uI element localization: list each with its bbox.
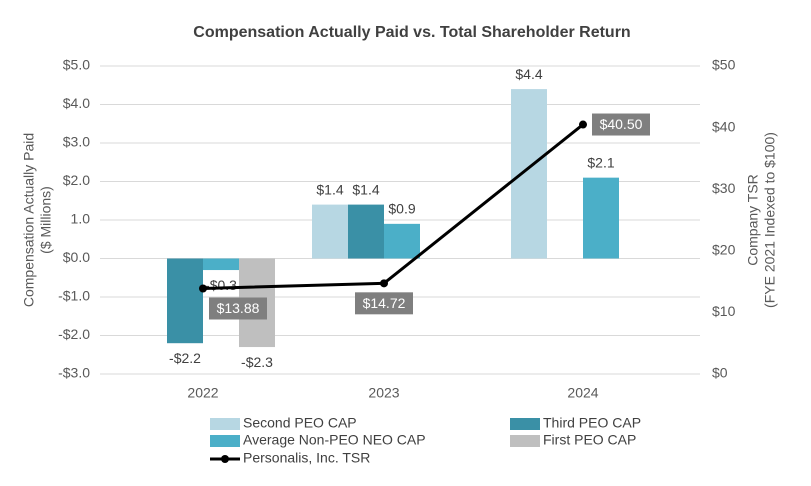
legend-marker xyxy=(221,455,229,463)
legend-label: Second PEO CAP xyxy=(243,415,357,431)
y-tick-label: $3.0 xyxy=(63,134,90,150)
line-marker xyxy=(380,279,388,288)
line-marker xyxy=(579,120,587,129)
legend-swatch xyxy=(510,418,540,430)
bar xyxy=(203,258,239,271)
x-tick-label: 2022 xyxy=(187,385,218,401)
y2-tick-label: $50 xyxy=(712,57,736,73)
bar xyxy=(312,204,348,259)
y-axis-label: Compensation Actually Paid xyxy=(21,133,37,307)
chart-title: Compensation Actually Paid vs. Total Sha… xyxy=(193,24,630,41)
y2-tick-label: $0 xyxy=(712,365,728,381)
legend-swatch xyxy=(510,435,540,447)
y-tick-label: -$1.0 xyxy=(58,288,90,304)
data-label: -$2.2 xyxy=(169,350,201,366)
y-tick-label: $2.0 xyxy=(63,172,90,188)
legend-label: First PEO CAP xyxy=(543,432,636,448)
label-box xyxy=(355,292,413,315)
legend-label: Average Non-PEO NEO CAP xyxy=(243,432,426,448)
bar xyxy=(511,89,547,259)
y2-tick-label: $20 xyxy=(712,242,736,258)
y2-tick-label: $10 xyxy=(712,303,736,319)
x-tick-label: 2023 xyxy=(368,385,399,401)
y-axis-label: ($ Millions) xyxy=(38,186,54,254)
y2-axis-label: (FYE 2021 Indexed to $100) xyxy=(762,132,778,308)
data-label: $14.72 xyxy=(363,295,406,311)
legend-label: Personalis, Inc. TSR xyxy=(243,450,370,466)
data-label: $1.4 xyxy=(316,181,343,197)
tsr-label: $14.72 xyxy=(355,292,413,315)
bar xyxy=(348,204,384,259)
legend-label: Third PEO CAP xyxy=(543,415,641,431)
y-tick-label: $0.0 xyxy=(63,249,90,265)
y2-tick-label: $30 xyxy=(712,180,736,196)
data-label: $0.9 xyxy=(388,201,415,217)
bar xyxy=(384,223,420,259)
x-tick-label: 2024 xyxy=(567,385,598,401)
y-tick-label: $4.0 xyxy=(63,95,90,111)
tsr-label: $13.88 xyxy=(209,297,267,320)
bar xyxy=(167,258,203,344)
y-tick-label: 1.0 xyxy=(71,211,91,227)
data-label: $4.4 xyxy=(515,66,542,82)
y2-tick-label: $40 xyxy=(712,118,736,134)
legend-swatch xyxy=(210,418,240,430)
data-label: $1.4 xyxy=(352,181,379,197)
tsr-label: $40.50 xyxy=(592,113,650,136)
line-marker xyxy=(199,284,207,293)
y2-axis-label: Company TSR xyxy=(745,174,761,266)
bar xyxy=(583,177,619,259)
data-label: -$0.3 xyxy=(205,277,237,293)
label-box xyxy=(209,297,267,320)
data-label: $2.1 xyxy=(587,154,614,170)
y-tick-label: -$3.0 xyxy=(58,365,90,381)
data-label: $13.88 xyxy=(217,300,260,316)
y-tick-label: -$2.0 xyxy=(58,326,90,342)
data-label: -$2.3 xyxy=(241,354,273,370)
legend-swatch xyxy=(210,435,240,447)
y-tick-label: $5.0 xyxy=(63,57,90,73)
data-label: $40.50 xyxy=(600,116,643,132)
label-box xyxy=(592,113,650,136)
